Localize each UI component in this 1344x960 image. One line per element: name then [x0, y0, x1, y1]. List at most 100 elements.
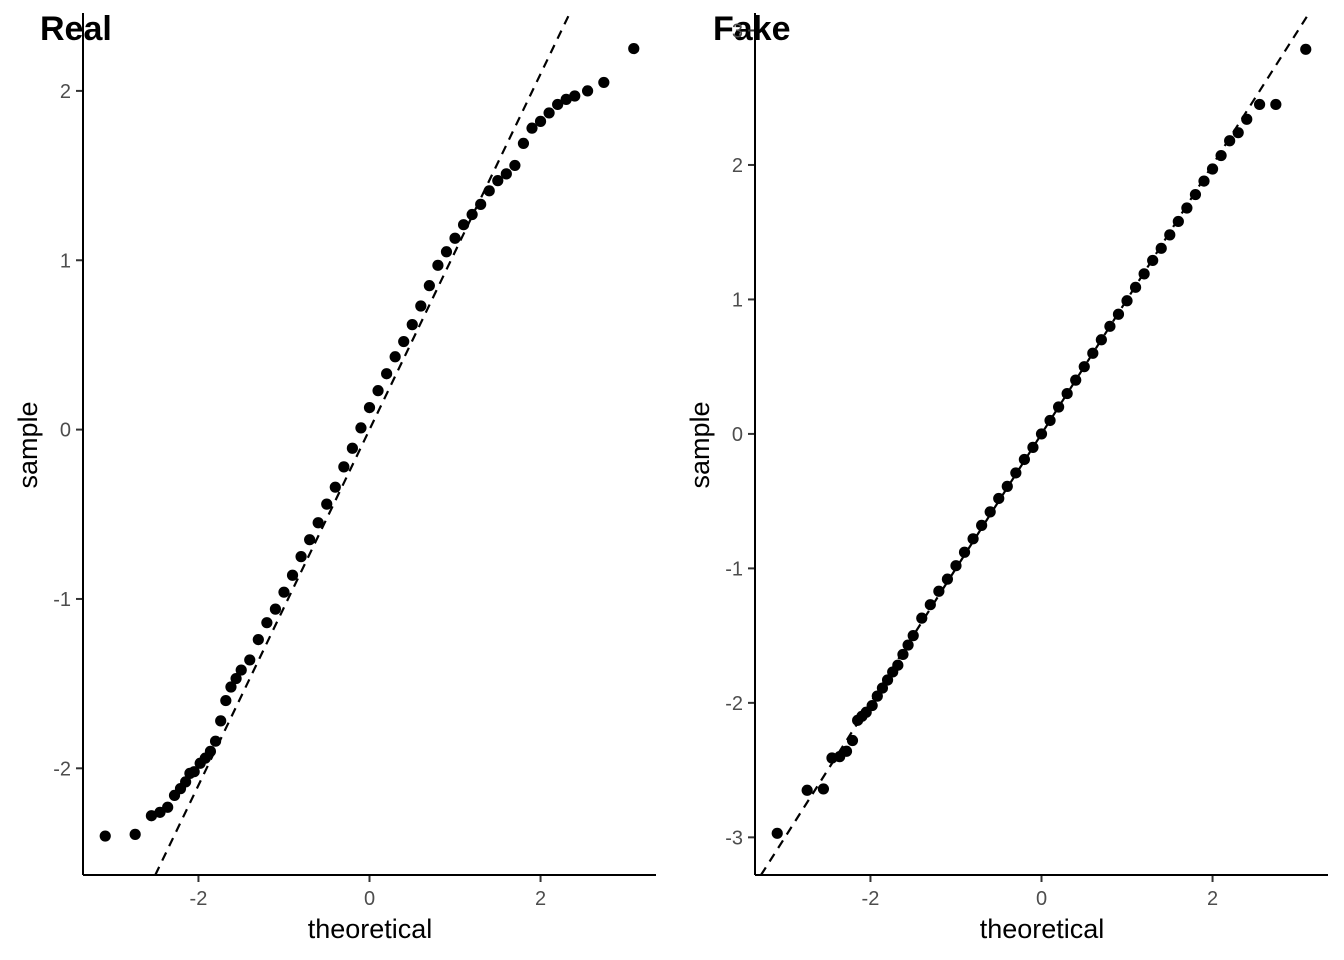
- qq-point-fake: [871, 690, 883, 702]
- qq-point-real: [180, 776, 192, 788]
- qq-point-fake: [1198, 175, 1210, 187]
- y-tick-label-real: -2: [53, 758, 71, 780]
- y-tick-label-real: 1: [60, 250, 71, 272]
- qq-point-fake: [1104, 320, 1116, 332]
- qq-point-fake: [1035, 428, 1048, 440]
- qq-point-fake: [771, 827, 783, 839]
- qq-point-real: [509, 159, 521, 172]
- qq-point-fake: [1027, 441, 1039, 453]
- qq-point-real: [552, 98, 564, 111]
- qq-point-real: [261, 617, 273, 629]
- qq-point-real: [278, 586, 290, 598]
- y-tick-label-fake: 3: [732, 20, 743, 42]
- qq-point-fake: [902, 639, 914, 651]
- qq-point-fake: [1070, 374, 1082, 386]
- qq-point-real: [569, 90, 581, 102]
- qq-point-real: [145, 810, 158, 822]
- x-tick-label-fake: 0: [1036, 888, 1047, 910]
- y-tick-label-fake: -1: [725, 558, 743, 580]
- qq-point-real: [500, 168, 512, 180]
- qq-point-real: [389, 351, 401, 363]
- qq-point-fake: [984, 506, 996, 518]
- qq-point-real: [543, 107, 555, 119]
- qq-point-real: [483, 185, 495, 197]
- panel-fake: Fake theoretical sample -2 0 2 -3 -2 -1 0 1 2 3: [685, 10, 1328, 944]
- qq-point-fake: [1189, 188, 1202, 201]
- qq-point-fake: [1095, 334, 1107, 346]
- qq-point-real: [534, 115, 547, 127]
- qq-point-real: [432, 259, 444, 271]
- qq-point-real: [440, 246, 453, 258]
- qq-point-real: [628, 42, 640, 55]
- qq-point-real: [162, 801, 174, 813]
- x-tick-label-fake: 2: [1207, 888, 1218, 910]
- y-tick-label-real: -1: [53, 589, 71, 611]
- qq-point-real: [304, 534, 316, 546]
- qq-point-fake: [1164, 229, 1176, 241]
- qq-point-real: [204, 745, 217, 757]
- qq-point-fake: [1053, 401, 1065, 413]
- y-axis-title-real: sample: [13, 401, 43, 488]
- y-tick-label-fake: 1: [732, 289, 743, 311]
- qq-point-fake: [1215, 149, 1227, 162]
- qq-point-fake: [1270, 98, 1282, 111]
- qq-point-fake: [967, 533, 979, 545]
- qq-point-real: [475, 198, 487, 210]
- qq-point-real: [209, 735, 222, 747]
- qq-point-real: [129, 828, 141, 840]
- qq-point-real: [235, 664, 247, 676]
- qq-point-fake: [876, 682, 889, 694]
- x-axis-title-real: theoretical: [308, 914, 433, 944]
- qq-point-fake: [1044, 414, 1056, 427]
- qq-point-real: [252, 634, 264, 646]
- qq-point-fake: [801, 784, 813, 796]
- qq-point-real: [286, 569, 299, 581]
- qq-point-fake: [1206, 163, 1219, 175]
- qq-point-fake: [924, 599, 936, 611]
- qq-point-real: [99, 830, 111, 842]
- qq-point-real: [321, 498, 333, 510]
- qq-point-fake: [1181, 202, 1193, 214]
- qq-point-real: [449, 232, 461, 244]
- qq-point-real: [215, 715, 227, 727]
- qq-point-real: [457, 219, 470, 231]
- qq-point-real: [381, 368, 393, 380]
- qq-point-real: [466, 208, 478, 221]
- qq-point-real: [295, 551, 307, 563]
- qq-point-fake: [916, 612, 928, 624]
- qq-point-real: [398, 335, 410, 348]
- qq-point-real: [220, 694, 232, 707]
- qq-point-real: [598, 76, 610, 89]
- qq-point-real: [338, 461, 350, 473]
- qq-point-fake: [1078, 361, 1090, 373]
- qq-point-fake: [846, 734, 859, 747]
- x-tick-label-real: 0: [364, 888, 375, 910]
- qq-point-fake: [1112, 308, 1125, 320]
- qq-point-fake: [1147, 254, 1159, 267]
- qq-point-fake: [907, 630, 919, 642]
- panel-title-fake: Fake: [713, 10, 791, 48]
- x-tick-label-fake: -2: [862, 888, 880, 910]
- qq-point-real: [329, 481, 341, 493]
- qq-point-fake: [1172, 215, 1184, 228]
- qq-point-fake: [817, 783, 830, 795]
- qq-point-fake: [1010, 467, 1022, 479]
- qq-point-fake: [1253, 98, 1266, 111]
- qq-point-real: [312, 517, 324, 529]
- qq-point-real: [230, 672, 242, 685]
- x-tick-label-real: 2: [535, 888, 546, 910]
- y-tick-label-fake: -3: [725, 827, 743, 849]
- qq-point-fake: [1001, 480, 1013, 492]
- y-tick-label-fake: 2: [732, 155, 743, 177]
- qq-point-fake: [976, 519, 988, 531]
- qq-point-fake: [1087, 347, 1099, 359]
- qq-point-fake: [897, 648, 909, 661]
- qq-point-fake: [1241, 113, 1253, 125]
- qq-point-fake: [950, 560, 962, 572]
- qq-point-real: [355, 422, 367, 434]
- qq-point-fake: [840, 745, 853, 757]
- qq-point-fake: [881, 674, 894, 686]
- qq-point-real: [492, 175, 504, 187]
- qq-point-fake: [958, 546, 971, 558]
